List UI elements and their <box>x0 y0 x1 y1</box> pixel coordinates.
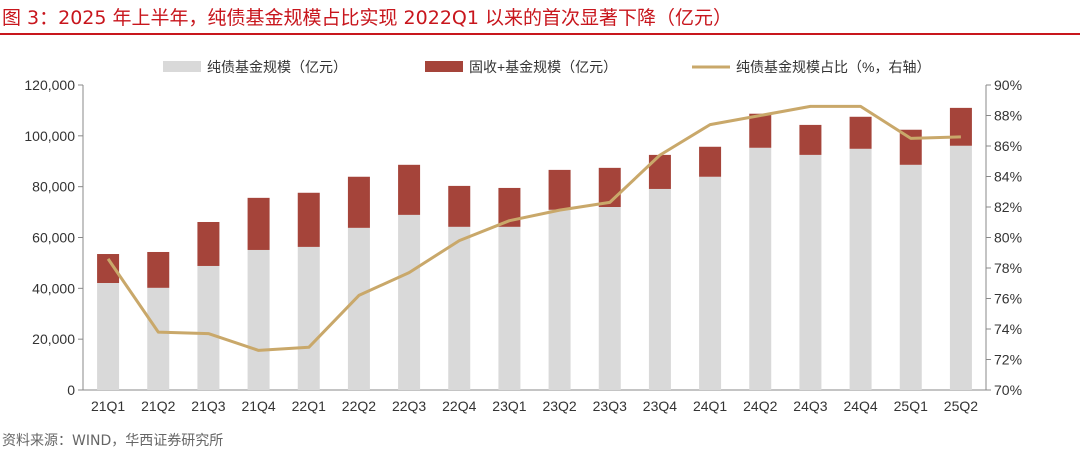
left-tick-label: 60,000 <box>32 230 75 246</box>
bar-pure-bond <box>448 226 471 390</box>
bar-pure-bond <box>498 226 521 390</box>
x-tick-label: 24Q3 <box>793 398 827 414</box>
legend-pure-bond-label: 纯债基金规模（亿元） <box>207 59 347 75</box>
bar-pure-bond <box>97 282 120 390</box>
bar-pure-bond <box>598 207 621 390</box>
x-tick-label: 23Q2 <box>542 398 576 414</box>
bar-pure-bond <box>648 188 671 390</box>
bar-pure-bond <box>197 265 220 390</box>
x-tick-label: 21Q2 <box>141 398 175 414</box>
bar-fixed-income-plus <box>949 107 972 146</box>
x-tick-label: 21Q3 <box>191 398 225 414</box>
x-tick-label: 25Q2 <box>944 398 978 414</box>
bar-pure-bond <box>147 287 170 390</box>
right-tick-label: 70% <box>994 382 1022 398</box>
x-tick-label: 22Q4 <box>442 398 476 414</box>
legend-pure-bond-swatch <box>163 61 201 72</box>
legend-fixed-income-plus-label: 固收+基金规模（亿元） <box>469 59 617 75</box>
right-tick-label: 86% <box>994 138 1022 154</box>
bar-fixed-income-plus <box>548 169 571 210</box>
right-tick-label: 84% <box>994 169 1022 185</box>
x-tick-label: 21Q4 <box>241 398 275 414</box>
bar-fixed-income-plus <box>699 146 722 177</box>
legend-fixed-income-plus-swatch <box>425 61 463 72</box>
left-tick-label: 80,000 <box>32 179 75 195</box>
x-tick-label: 21Q1 <box>91 398 125 414</box>
bar-pure-bond <box>247 249 270 390</box>
x-tick-label: 23Q1 <box>492 398 526 414</box>
bar-pure-bond <box>949 145 972 390</box>
bar-fixed-income-plus <box>147 251 170 288</box>
x-tick-label: 24Q4 <box>843 398 877 414</box>
bar-fixed-income-plus <box>197 221 220 266</box>
bar-pure-bond <box>699 176 722 390</box>
right-tick-label: 88% <box>994 108 1022 124</box>
bar-pure-bond <box>548 209 571 390</box>
x-tick-label: 22Q2 <box>342 398 376 414</box>
right-tick-label: 78% <box>994 260 1022 276</box>
x-tick-label: 23Q4 <box>643 398 677 414</box>
legend-ratio-label: 纯债基金规模占比（%，右轴） <box>736 59 930 75</box>
line-ratio <box>106 104 961 352</box>
title-divider <box>0 33 1080 35</box>
bar-pure-bond <box>398 214 421 390</box>
bar-fixed-income-plus <box>448 185 471 227</box>
bar-fixed-income-plus <box>749 113 772 148</box>
x-tick-label: 23Q3 <box>593 398 627 414</box>
bar-pure-bond <box>899 164 922 390</box>
left-tick-label: 100,000 <box>24 128 75 144</box>
bar-pure-bond <box>849 148 872 390</box>
x-tick-label: 22Q3 <box>392 398 426 414</box>
bar-fixed-income-plus <box>648 154 671 189</box>
x-tick-label: 24Q2 <box>743 398 777 414</box>
right-tick-label: 90% <box>994 77 1022 93</box>
bar-pure-bond <box>297 246 320 390</box>
right-tick-label: 82% <box>994 199 1022 215</box>
bar-fixed-income-plus <box>347 176 370 228</box>
bar-fixed-income-plus <box>297 192 320 247</box>
right-tick-label: 72% <box>994 352 1022 368</box>
x-tick-label: 22Q1 <box>292 398 326 414</box>
bar-fixed-income-plus <box>849 116 872 149</box>
x-tick-label: 25Q1 <box>894 398 928 414</box>
x-tick-label: 24Q1 <box>693 398 727 414</box>
left-tick-label: 0 <box>67 382 75 398</box>
bar-fixed-income-plus <box>398 164 421 215</box>
left-tick-label: 120,000 <box>24 77 75 93</box>
right-tick-label: 76% <box>994 291 1022 307</box>
right-tick-label: 74% <box>994 321 1022 337</box>
right-tick-label: 80% <box>994 230 1022 246</box>
source-note: 资料来源：WIND，华西证券研究所 <box>2 433 224 449</box>
bar-pure-bond <box>347 227 370 390</box>
bar-fixed-income-plus <box>498 187 521 227</box>
left-tick-label: 20,000 <box>32 331 75 347</box>
bar-pure-bond <box>749 147 772 390</box>
figure-title: 图 3：2025 年上半年，纯债基金规模占比实现 2022Q1 以来的首次显著下… <box>2 7 732 29</box>
bar-fixed-income-plus <box>247 197 270 250</box>
left-tick-label: 40,000 <box>32 280 75 296</box>
bar-pure-bond <box>799 154 822 390</box>
bar-fixed-income-plus <box>97 254 120 283</box>
bar-fixed-income-plus <box>799 124 822 155</box>
